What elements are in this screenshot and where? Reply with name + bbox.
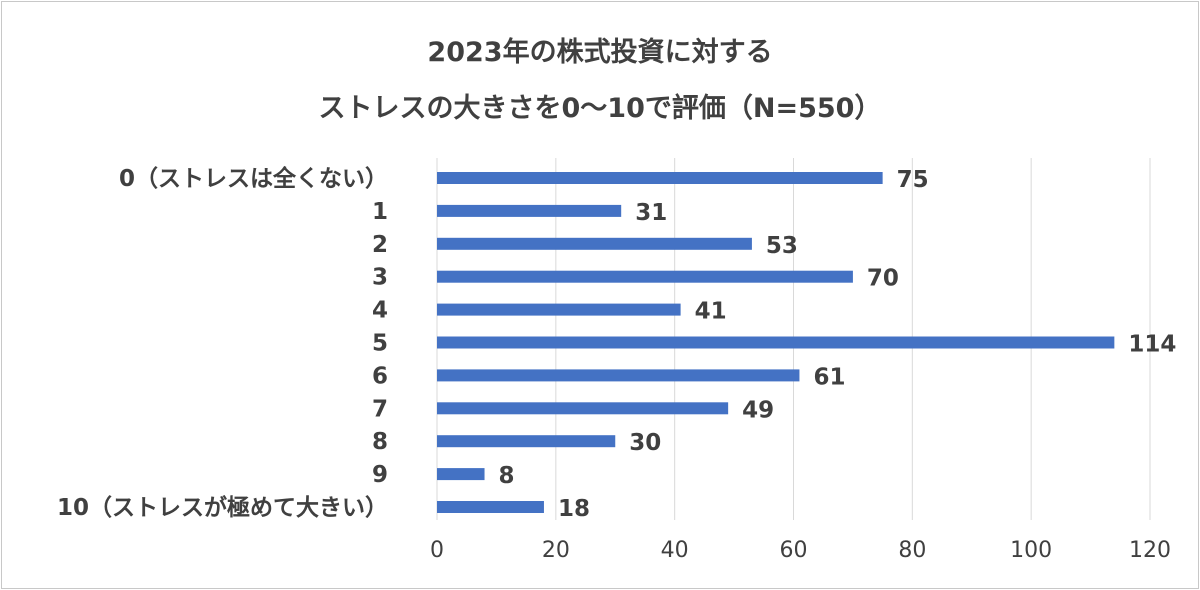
category-label: 8 <box>372 429 388 455</box>
category-label: 0（ストレスは全くない） <box>119 165 388 192</box>
bar-6 <box>437 369 800 382</box>
bar-5 <box>437 336 1115 349</box>
bar-8 <box>437 435 616 448</box>
chart-title-line-1: 2023年の株式投資に対する <box>427 37 773 68</box>
bar-0 <box>437 172 883 184</box>
value-label: 61 <box>813 364 845 390</box>
category-label: 7 <box>372 396 388 422</box>
value-label: 18 <box>558 496 590 522</box>
x-tick-label: 20 <box>542 538 570 563</box>
value-label: 75 <box>897 167 929 193</box>
bar-1 <box>437 204 622 217</box>
bar-4 <box>437 303 681 316</box>
value-label: 41 <box>695 299 727 325</box>
category-label: 6 <box>372 363 388 389</box>
category-label: 9 <box>372 462 388 488</box>
category-label: 2 <box>372 232 388 258</box>
x-tick-label: 100 <box>1010 538 1052 563</box>
x-tick-label: 40 <box>661 538 689 563</box>
bar-3 <box>437 270 853 283</box>
category-label: 3 <box>372 265 388 291</box>
value-label: 70 <box>867 266 899 292</box>
value-label: 30 <box>629 430 661 456</box>
x-tick-label: 60 <box>780 538 808 563</box>
category-label: 4 <box>372 298 388 324</box>
category-label: 5 <box>372 331 388 357</box>
value-label: 53 <box>766 233 798 259</box>
value-label: 49 <box>742 397 774 423</box>
category-label: 10（ストレスが極めて大きい） <box>57 494 388 521</box>
bar-7 <box>437 402 729 415</box>
bar-2 <box>437 237 752 250</box>
bar-9 <box>437 468 485 481</box>
x-tick-label: 80 <box>898 538 926 563</box>
value-label: 114 <box>1128 332 1176 358</box>
x-tick-label: 0 <box>430 538 444 563</box>
x-tick-label: 120 <box>1129 538 1171 563</box>
chart-title-line-2: ストレスの大きさを0～10で評価（N=550） <box>318 93 882 124</box>
bars <box>437 172 1115 513</box>
value-label: 31 <box>635 200 667 226</box>
category-label: 1 <box>372 199 388 225</box>
value-label: 8 <box>499 463 515 489</box>
bar-10 <box>437 501 544 513</box>
